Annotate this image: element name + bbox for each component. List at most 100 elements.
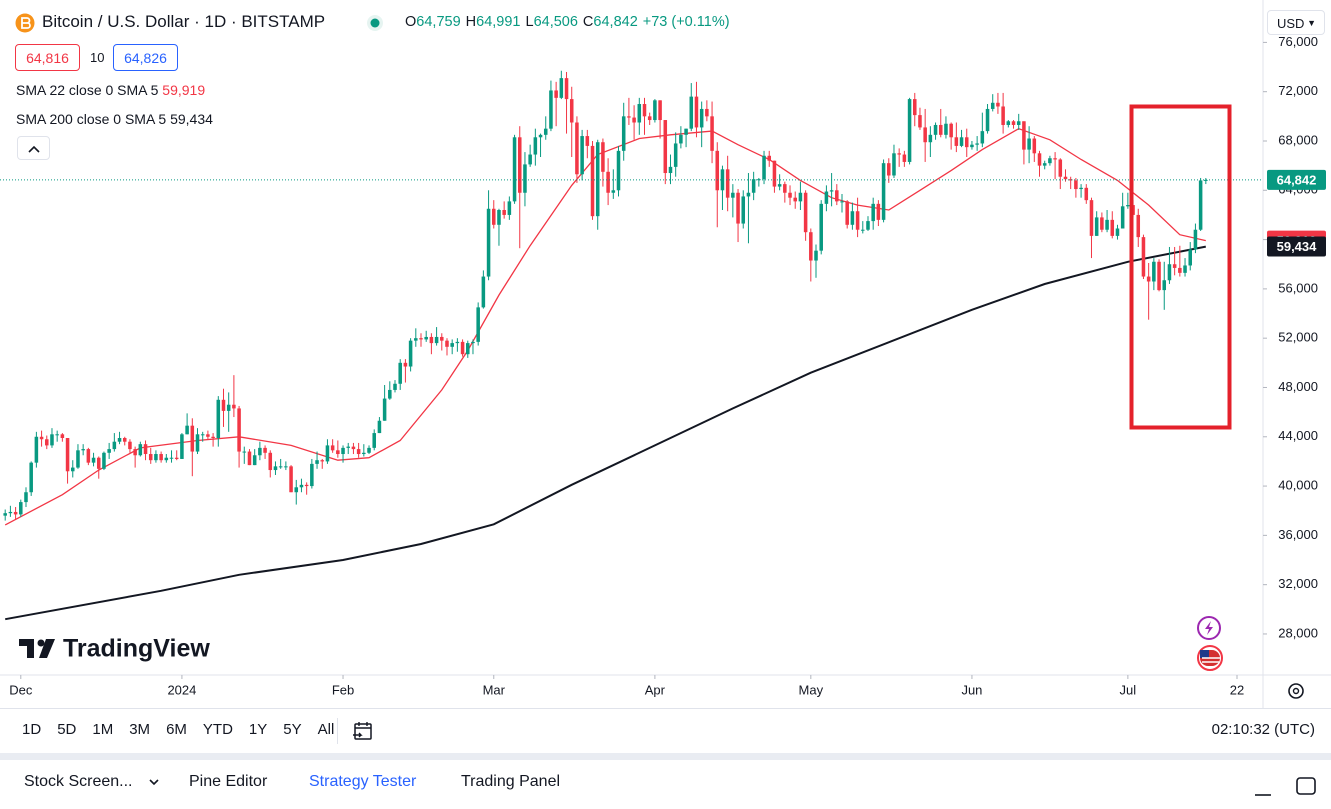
y-tick-label: 32,000 [1278,576,1318,591]
candle-body [907,99,912,162]
candle-body [1084,187,1089,201]
candle-body [362,452,366,455]
candle-body [663,120,668,174]
ohlc-value: 64,991 [476,14,521,30]
candle-body [1079,187,1083,190]
candle-body [164,457,169,461]
candle-body [76,450,80,468]
ask-button[interactable]: 64,826 [113,44,178,71]
ohlc-value: 64,759 [416,14,461,30]
candle-body [81,449,85,451]
range-buttons: 1D 5D 1M 3M 6M YTD 1Y 5Y All [14,719,342,738]
candle-body [320,460,325,462]
candle-body [699,108,704,128]
candle-body [356,449,361,455]
candle-body [497,210,501,225]
candle-body [159,454,163,461]
candle-body [232,404,236,409]
candle-body [1188,249,1193,266]
candle-body [226,404,231,411]
range-button[interactable]: 5D [57,721,77,738]
ohlc-legend: O64,759 H64,991 L64,506 C64,842 +73 (+0.11%) [405,14,730,30]
y-tick-label: 40,000 [1278,478,1318,493]
tab[interactable]: Trading Panel [461,773,561,790]
candle-body [284,466,288,468]
candle-body [1193,229,1198,250]
tab[interactable]: Pine Editor [189,773,268,790]
candle-body [211,436,215,439]
y-tick-label: 68,000 [1278,132,1318,147]
range-button[interactable]: 3M [129,721,151,738]
moving-average [5,245,1206,621]
candle-body [715,150,720,191]
candle-body [351,446,356,450]
y-tick-label: 36,000 [1278,527,1318,542]
x-tick-label: Jul [1120,682,1137,697]
moving-average [4,127,1206,526]
range-button[interactable]: 1Y [248,721,268,738]
candle-body [861,229,865,231]
candle-body [668,166,673,174]
candle-body [980,131,985,144]
candle-body [840,201,844,203]
currency-select[interactable]: USD ▼ [1267,10,1325,35]
candle-body [195,434,200,452]
candle-body [601,142,605,172]
candle-body [3,513,7,516]
panel-controls[interactable] [1252,770,1322,800]
candle-body [1011,121,1016,125]
calendar-button[interactable] [352,719,376,743]
x-tick-label: Jun [961,682,982,697]
panel-gap [0,753,1331,760]
candle-body [96,457,101,469]
range-button[interactable]: YTD [202,721,233,738]
highlight-box [1129,104,1232,430]
x-tick-label: Dec [9,682,33,697]
candle-body [845,201,849,225]
candle-body [13,511,18,515]
candle-body [1089,200,1094,236]
candle-body [871,203,875,222]
candle-body [1032,138,1037,154]
x-tick-label: Feb [332,682,354,697]
candle-body [408,340,413,367]
tab[interactable]: Strategy Tester [309,773,417,790]
range-button[interactable]: 1M [92,721,114,738]
tab[interactable]: Stock Screen... [24,773,133,790]
candle-body [122,438,127,442]
range-button[interactable]: 6M [166,721,187,738]
ohlc-value: 64,842 [593,14,638,30]
range-button[interactable]: 1D [22,721,42,738]
bid-button[interactable]: 64,816 [15,44,80,71]
candle-body [1183,265,1187,273]
candle-body [746,192,751,197]
collapse-button[interactable] [17,136,50,160]
candle-body [382,398,387,421]
range-button[interactable]: 5Y [283,721,302,738]
candle-body [632,117,636,123]
candle-body [954,137,959,146]
toolbar [0,708,1331,754]
candle-body [528,154,532,165]
candle-body [918,115,922,128]
candle-body [809,232,813,261]
candle-body [725,169,730,198]
candle-body [892,153,896,176]
candle-body [143,444,148,455]
candle-body [60,434,65,439]
indicator-name: SMA 200 close 0 SMA 5 [16,111,167,127]
indicator-name: SMA 22 close 0 SMA 5 [16,82,159,98]
candle-body [647,116,652,121]
candle-body [512,137,517,202]
indicator-value: 59,919 [162,82,206,98]
candle-body [65,438,70,472]
range-button[interactable]: All [317,721,335,738]
ohlc-key: H [465,14,477,30]
candle-body [169,457,174,459]
candle-body [112,441,117,450]
candle-body [247,451,252,466]
candle-body [866,221,870,230]
candle-body [117,438,122,442]
indicator-tag-label: 59,434 [1277,239,1318,254]
y-tick-label: 28,000 [1278,625,1318,640]
